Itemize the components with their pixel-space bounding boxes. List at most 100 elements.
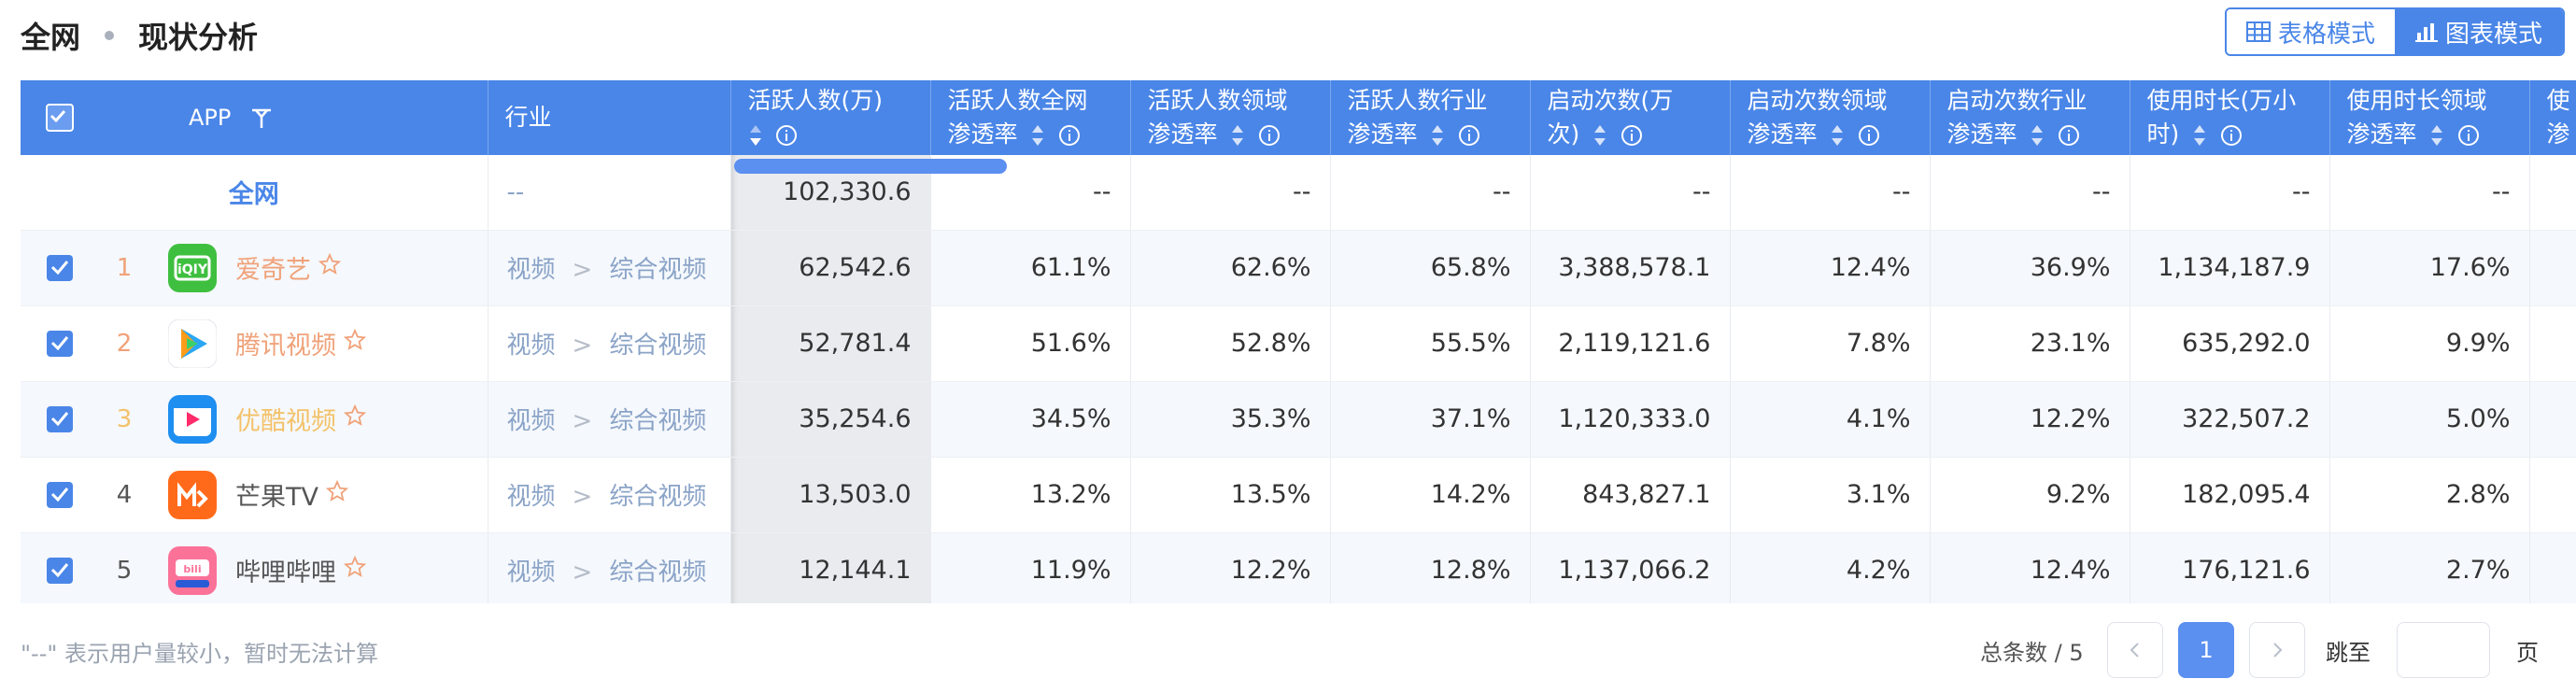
industry-category-link[interactable]: 视频 <box>506 483 556 511</box>
row-checkbox[interactable] <box>47 481 73 508</box>
filter-icon[interactable] <box>249 106 274 130</box>
info-icon[interactable] <box>775 124 798 147</box>
svg-text:bili: bili <box>183 563 201 575</box>
header-label-line2: 渗透率 <box>2346 120 2417 148</box>
chart-mode-button[interactable]: 图表模式 <box>2395 9 2563 54</box>
app-name-link[interactable]: 爱奇艺 <box>235 256 311 285</box>
header-launches[interactable]: 启动次数(万 次) <box>1530 80 1731 155</box>
info-icon[interactable] <box>1058 124 1081 147</box>
sort-icon[interactable] <box>1030 122 1045 148</box>
header-active-users-industry-rate[interactable]: 活跃人数行业 渗透率 <box>1330 80 1531 155</box>
industry-subcategory-link[interactable]: 综合视频 <box>609 256 707 284</box>
table-row[interactable]: 4 芒果TV 视频 > 综合视频 13,503.0 13.2% 13.5% 14.2% 843,8… <box>21 457 2576 533</box>
sort-icon[interactable] <box>2192 122 2207 148</box>
info-icon[interactable] <box>2058 124 2080 147</box>
tencent-video-logo-icon[interactable] <box>168 318 217 368</box>
header-label-line2: 时) <box>2146 120 2180 148</box>
star-icon[interactable] <box>343 555 367 585</box>
row-checkbox[interactable] <box>47 254 73 281</box>
row-checkbox[interactable] <box>47 557 73 584</box>
select-all-checkbox[interactable] <box>46 104 74 132</box>
chevron-right-icon: > <box>572 256 593 284</box>
metric-cell: 14.2% <box>1330 457 1531 533</box>
youku-logo-icon[interactable] <box>168 394 217 444</box>
industry-category-link[interactable]: 视频 <box>506 332 556 360</box>
truncated-cell <box>2529 532 2576 603</box>
breadcrumb-scope[interactable]: 全网 <box>21 20 81 55</box>
page-button-current[interactable]: 1 <box>2178 622 2234 678</box>
app-name-link[interactable]: 芒果TV <box>235 483 318 512</box>
header-launches-field-rate[interactable]: 启动次数领域 渗透率 <box>1730 80 1931 155</box>
sort-desc-icon[interactable] <box>748 122 763 148</box>
table-mode-button[interactable]: 表格模式 <box>2227 9 2395 54</box>
metric-cell: 635,292.0 <box>2130 305 2330 382</box>
next-page-button[interactable] <box>2249 622 2305 678</box>
table-row[interactable]: 1 iQIY 爱奇艺 视频 > 综合视频 62,542.6 61.1% 62.6% 65.8% 3,… <box>21 230 2576 306</box>
industry-category-link[interactable]: 视频 <box>506 559 556 587</box>
sort-icon[interactable] <box>2030 122 2045 148</box>
industry-subcategory-link[interactable]: 综合视频 <box>609 483 707 511</box>
star-icon[interactable] <box>325 479 349 509</box>
star-icon[interactable] <box>343 328 367 358</box>
header-active-users-net-rate[interactable]: 活跃人数全网 渗透率 <box>930 80 1131 155</box>
info-icon[interactable] <box>2457 124 2480 147</box>
table-row[interactable]: 3 优酷视频 视频 > 综合视频 35,254.6 34.5% 35.3% 37.1% 1,120… <box>21 381 2576 458</box>
row-checkbox[interactable] <box>47 405 73 432</box>
sort-icon[interactable] <box>1592 122 1607 148</box>
industry-category-link[interactable]: 视频 <box>506 256 556 284</box>
metric-cell: 176,121.6 <box>2130 532 2330 603</box>
prev-page-button[interactable] <box>2107 622 2163 678</box>
app-name-link[interactable]: 腾讯视频 <box>235 332 336 361</box>
mango-tv-logo-icon[interactable] <box>168 470 217 519</box>
sort-icon[interactable] <box>1430 122 1445 148</box>
metric-cell: 1,120,333.0 <box>1530 381 1731 458</box>
app-name-link[interactable]: 优酷视频 <box>235 407 336 436</box>
sort-icon[interactable] <box>2429 122 2444 148</box>
iqiyi-logo-icon[interactable]: iQIY <box>168 243 217 292</box>
header-truncated[interactable]: 使 渗 <box>2529 80 2576 155</box>
header-usage-time[interactable]: 使用时长(万小 时) <box>2130 80 2330 155</box>
info-icon[interactable] <box>1458 124 1480 147</box>
app-name-link[interactable]: 哔哩哔哩 <box>235 559 336 587</box>
info-icon[interactable] <box>1621 124 1643 147</box>
footer-note: "--" 表示用户量较小，暂时无法计算 <box>21 641 379 667</box>
industry-category-link[interactable]: 视频 <box>506 407 556 435</box>
data-table-container[interactable]: APP 行业 活跃人数(万) 活跃人数全网 渗透率 活跃人数 <box>21 80 2576 603</box>
industry-subcategory-link[interactable]: 综合视频 <box>609 559 707 587</box>
total-cell: -- <box>1530 155 1731 231</box>
metric-cell: 4.1% <box>1730 381 1931 458</box>
star-icon[interactable] <box>343 403 367 433</box>
table-row[interactable]: 2 腾讯视频 视频 > 综合视频 52,781.4 51.6% 52.8% 55.5% 2,119… <box>21 305 2576 382</box>
table-grid-icon <box>2245 21 2271 42</box>
info-icon[interactable] <box>1258 124 1281 147</box>
metric-cell: 36.9% <box>1930 230 2130 306</box>
row-checkbox[interactable] <box>47 330 73 357</box>
table-row[interactable]: 5 bili 哔哩哔哩 视频 > 综合视频 12,144.1 11.9% 12.2% 12.8% 1… <box>21 532 2576 603</box>
total-cell: -- <box>1130 155 1331 231</box>
header-active-users[interactable]: 活跃人数(万) <box>730 80 931 155</box>
metric-cell: 13,503.0 <box>730 457 931 533</box>
info-icon[interactable] <box>1858 124 1880 147</box>
metric-cell: 13.5% <box>1130 457 1331 533</box>
industry-cell: 视频 > 综合视频 <box>488 381 731 458</box>
industry-subcategory-link[interactable]: 综合视频 <box>609 407 707 435</box>
metric-cell: 35.3% <box>1130 381 1331 458</box>
industry-cell: 视频 > 综合视频 <box>488 532 731 603</box>
bilibili-logo-icon[interactable]: bili <box>168 545 217 595</box>
page-title: 现状分析 <box>138 20 259 55</box>
header-app: APP <box>21 80 488 155</box>
header-launches-industry-rate[interactable]: 启动次数行业 渗透率 <box>1930 80 2130 155</box>
metric-cell: 1,134,187.9 <box>2130 230 2330 306</box>
industry-subcategory-link[interactable]: 综合视频 <box>609 332 707 360</box>
horizontal-scrollbar-thumb[interactable] <box>734 159 1007 174</box>
sort-icon[interactable] <box>1230 122 1245 148</box>
sort-icon[interactable] <box>1830 122 1845 148</box>
jump-page-input[interactable] <box>2397 622 2490 678</box>
metric-cell: 61.1% <box>930 230 1131 306</box>
star-icon[interactable] <box>318 252 342 282</box>
info-icon[interactable] <box>2220 124 2243 147</box>
check-icon <box>50 109 66 122</box>
header-active-users-field-rate[interactable]: 活跃人数领域 渗透率 <box>1130 80 1331 155</box>
header-usage-time-field-rate[interactable]: 使用时长领域 渗透率 <box>2329 80 2530 155</box>
metric-cell: 7.8% <box>1730 305 1931 382</box>
